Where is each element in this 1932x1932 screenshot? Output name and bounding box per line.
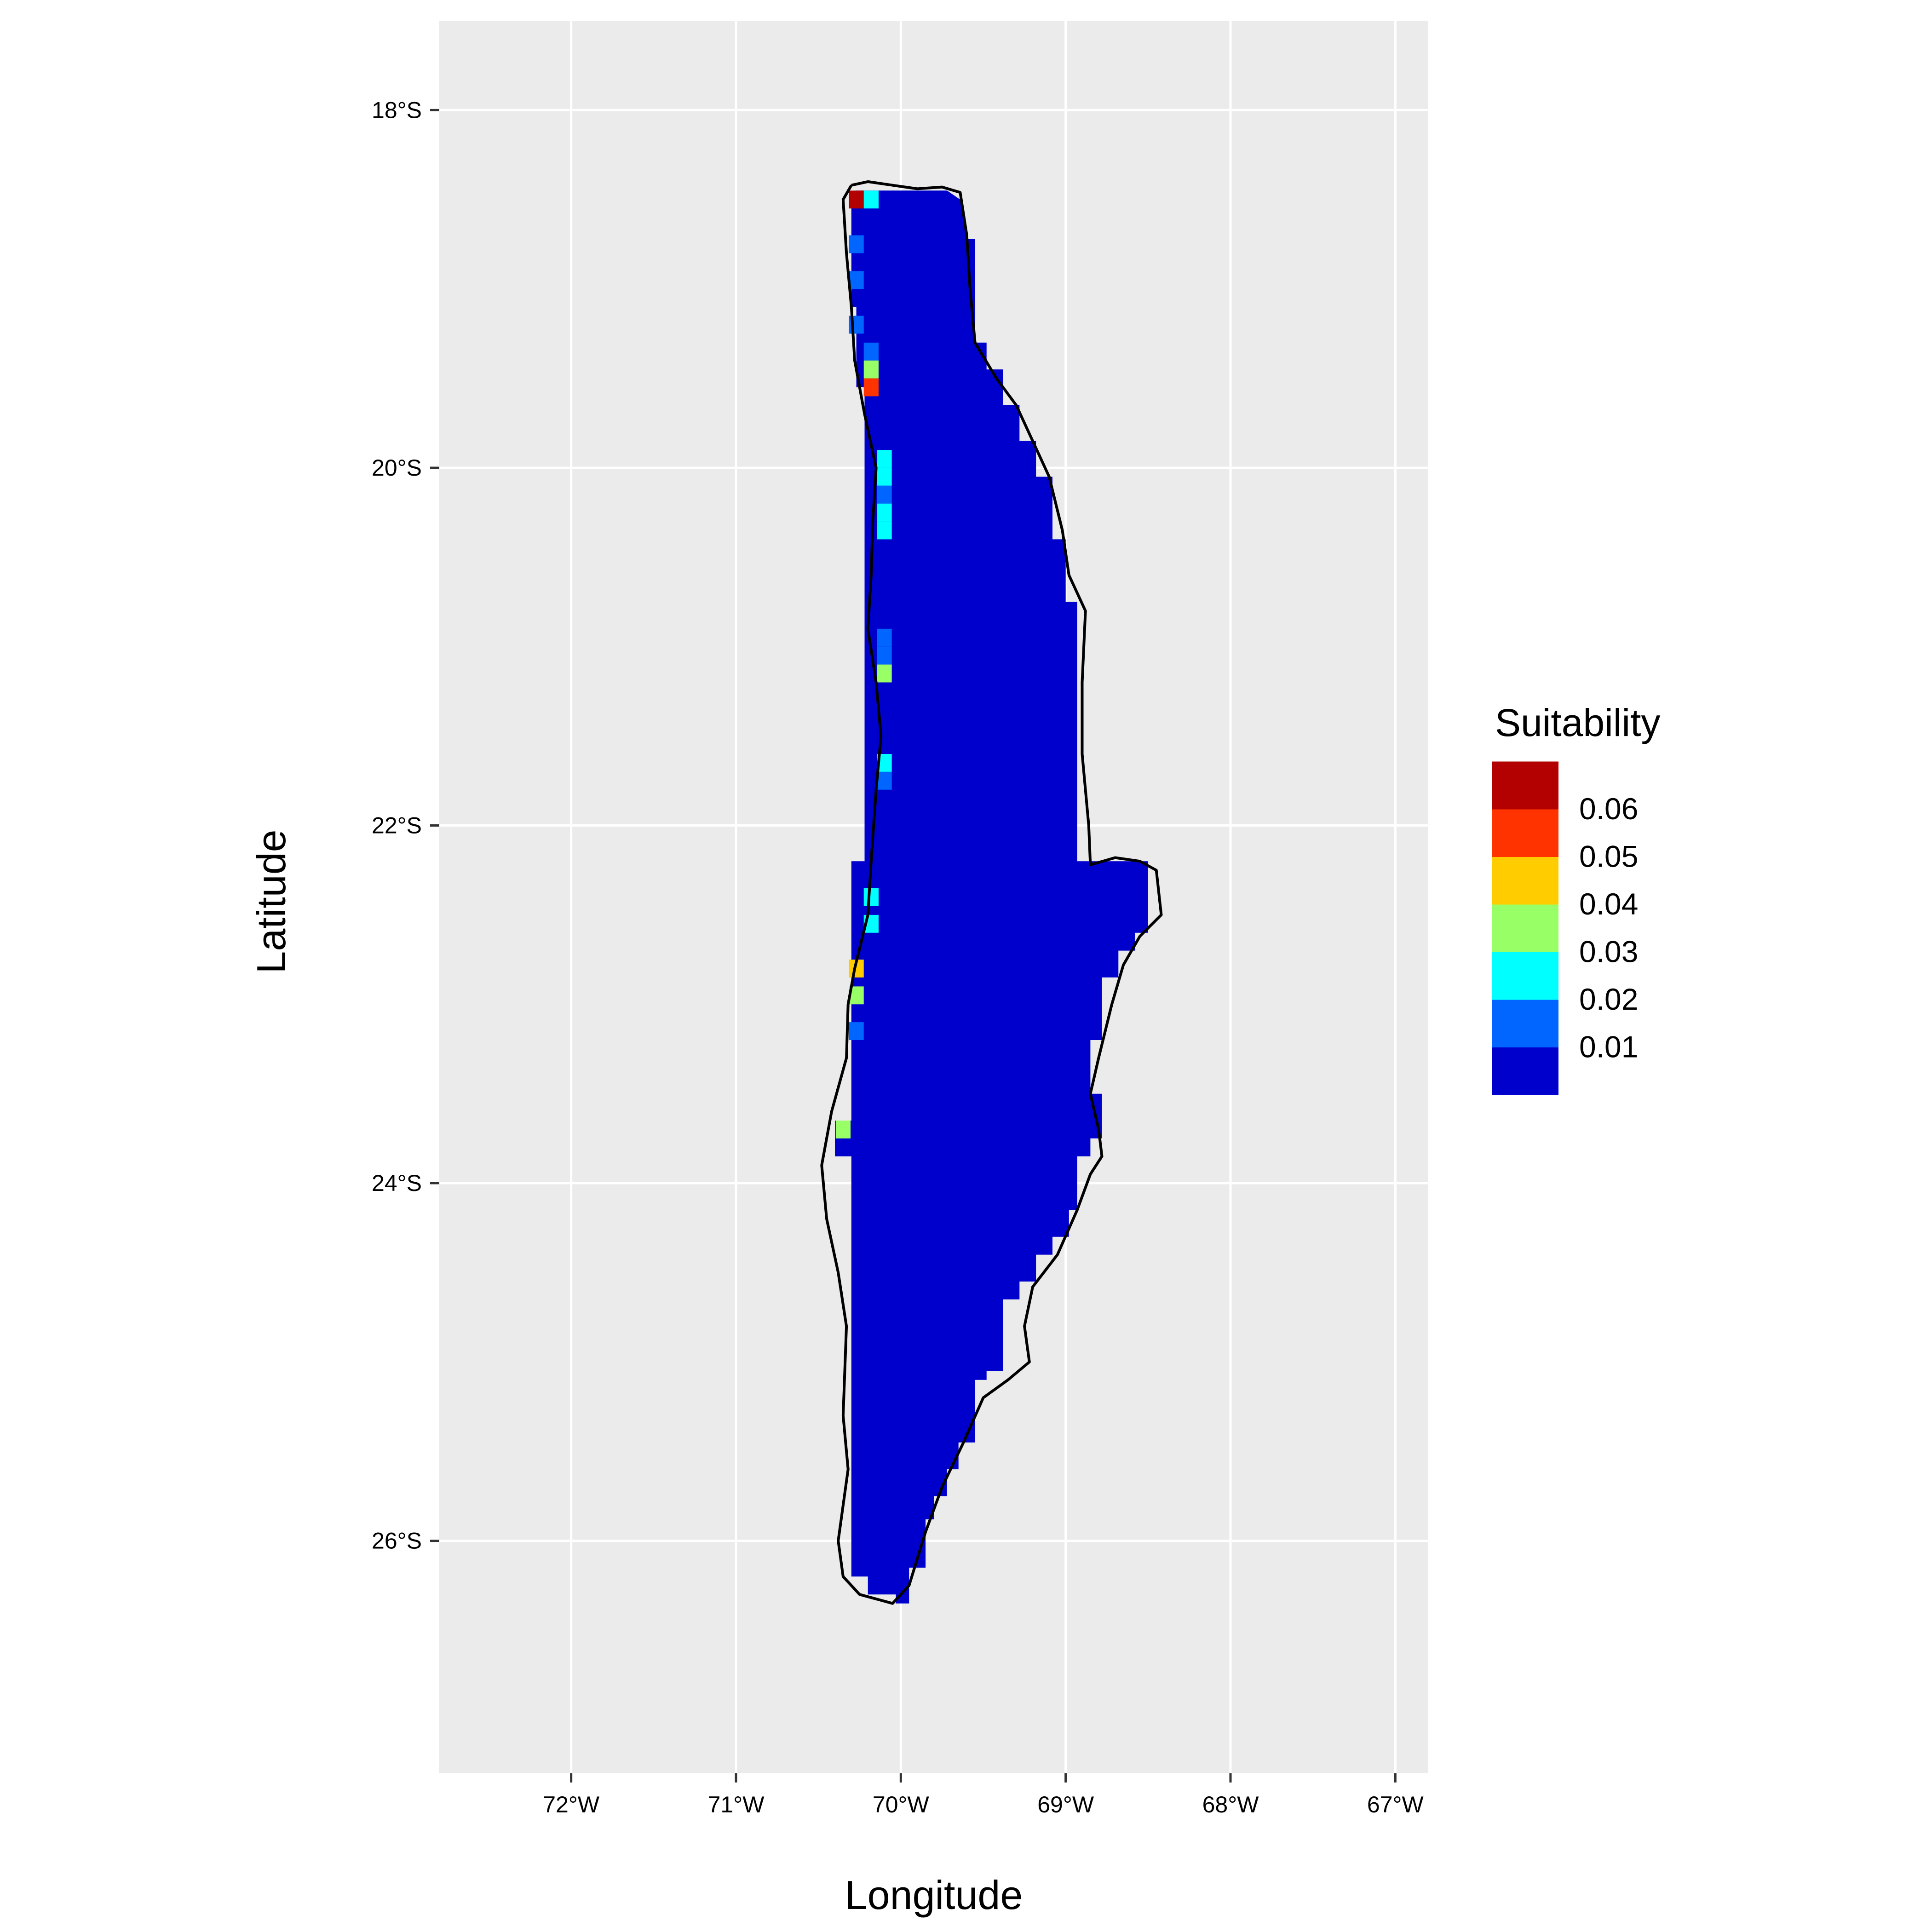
legend-key [1492,904,1558,952]
suitability-cell [877,521,892,540]
legend-title: Suitability [1495,701,1661,744]
x-tick-label: 70°W [873,1792,930,1817]
x-axis-title: Longitude [845,1872,1023,1918]
suitability-cell [877,664,892,683]
suitability-cell [835,1120,851,1138]
y-tick-label: 20°S [372,455,422,481]
suitability-cells [835,190,892,1138]
suitability-cell [877,485,892,504]
y-tick-label: 24°S [372,1170,422,1196]
legend-key [1492,809,1558,857]
suitability-cell [849,1022,864,1041]
y-tick-label: 22°S [372,812,422,838]
y-axis-title: Latitude [248,829,294,973]
x-tick-label: 67°W [1367,1792,1424,1817]
legend-key [1492,1047,1558,1095]
boundary-line [820,180,1163,1605]
legend-key [1492,1000,1558,1047]
suitability-cell [877,450,892,468]
suitability-cell [863,342,879,361]
suitability-cell [877,467,892,486]
region-boundary [820,180,1163,1605]
suitability-cell [849,271,864,289]
legend-key [1492,857,1558,905]
legend-key [1492,761,1558,810]
x-tick-label: 72°W [543,1792,600,1817]
suitability-cell [849,235,864,253]
suitability-cell [877,646,892,665]
legend-label: 0.04 [1579,887,1638,921]
suitability-cell [863,888,879,906]
legend-label: 0.03 [1579,935,1638,969]
x-tick-label: 69°W [1037,1792,1094,1817]
y-axis: 18°S 20°S 22°S 24°S 26°S [372,97,439,1554]
legend-label: 0.05 [1579,840,1638,874]
y-tick-label: 26°S [372,1528,422,1554]
suitability-cell [877,628,892,647]
suitability-raster [835,190,1148,1604]
suitability-fill-0.01 [835,190,1148,1604]
suitability-cell [849,190,864,209]
legend-label: 0.01 [1579,1030,1638,1064]
suitability-cell [863,190,879,209]
x-axis: 72°W 71°W 70°W 69°W 68°W 67°W [543,1773,1424,1817]
y-tick-label: 18°S [372,97,422,123]
legend: Suitability 0.01 0.02 0.03 0.04 0.05 0.06 [1492,701,1661,1095]
suitability-cell [863,360,879,379]
legend-key [1492,952,1558,1000]
suitability-cell [877,503,892,522]
legend-label: 0.06 [1579,792,1638,826]
legend-label: 0.02 [1579,982,1638,1016]
x-tick-label: 68°W [1202,1792,1259,1817]
suitability-cell [877,771,892,790]
suitability-cell [863,378,879,397]
x-tick-label: 71°W [708,1792,765,1817]
